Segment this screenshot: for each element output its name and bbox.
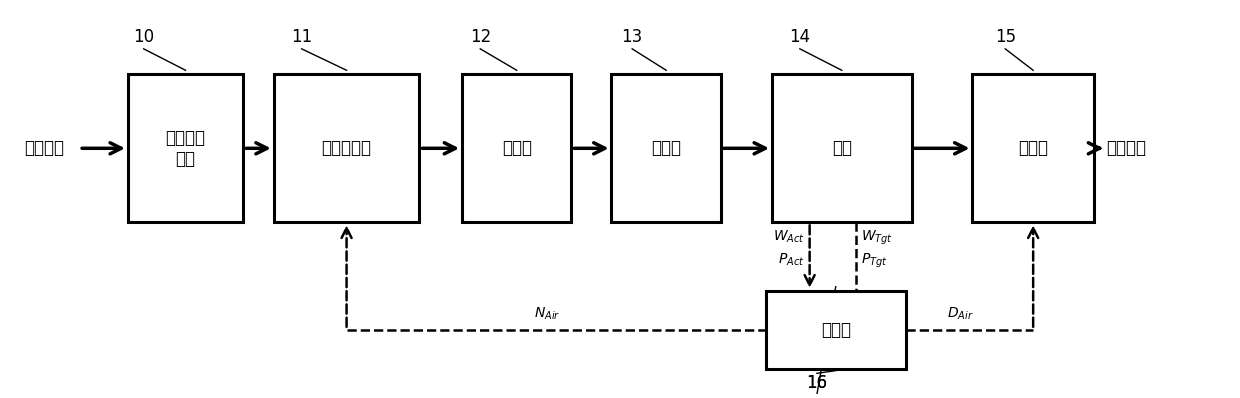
Text: 空气过滤
清器: 空气过滤 清器	[166, 129, 206, 168]
Text: 12: 12	[470, 28, 491, 46]
Text: $N_{Air}$: $N_{Air}$	[534, 305, 560, 322]
Text: 背压阀: 背压阀	[1018, 139, 1048, 157]
Text: 电堆: 电堆	[832, 139, 852, 157]
Text: 16: 16	[806, 374, 827, 392]
Text: 13: 13	[621, 28, 642, 46]
Text: $D_{Air}$: $D_{Air}$	[947, 305, 973, 322]
Text: 空气进入: 空气进入	[25, 139, 64, 157]
Text: 11: 11	[291, 28, 312, 46]
Text: $P_{Tgt}$: $P_{Tgt}$	[861, 252, 887, 270]
Text: 中冷器: 中冷器	[502, 139, 532, 157]
Text: 15: 15	[994, 28, 1016, 46]
Bar	[766, 291, 905, 369]
Text: $W_{Act}$: $W_{Act}$	[773, 228, 805, 245]
Text: 10: 10	[133, 28, 154, 46]
Text: 空气压缩机: 空气压缩机	[321, 139, 372, 157]
Bar	[771, 74, 911, 222]
Bar	[274, 74, 419, 222]
Text: $W_{Tgt}$: $W_{Tgt}$	[861, 228, 893, 246]
Text: 14: 14	[790, 28, 811, 46]
Bar	[128, 74, 243, 222]
Text: 废气排出: 废气排出	[1106, 139, 1146, 157]
Text: $P_{Act}$: $P_{Act}$	[779, 252, 805, 268]
Bar	[972, 74, 1094, 222]
Text: 控制器: 控制器	[821, 321, 851, 339]
Text: 16: 16	[806, 374, 827, 392]
Bar	[611, 74, 720, 222]
Text: 增湿器: 增湿器	[651, 139, 681, 157]
Bar	[463, 74, 572, 222]
